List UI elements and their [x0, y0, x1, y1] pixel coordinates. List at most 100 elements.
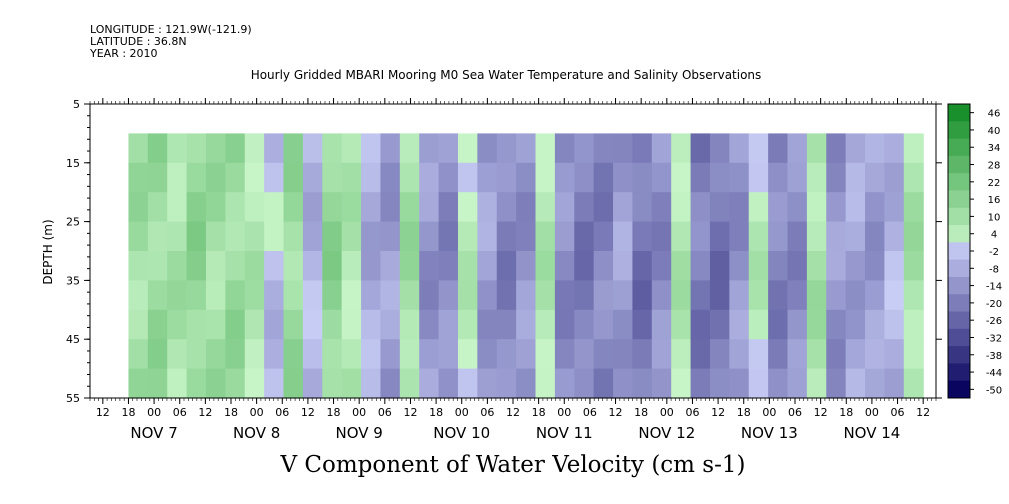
heatmap-cell: [748, 251, 769, 281]
heatmap-cell: [419, 368, 440, 399]
heatmap-cell: [845, 221, 866, 252]
heatmap-cell: [709, 221, 730, 252]
heatmap-cell: [690, 309, 711, 340]
colorbar-label: 28: [988, 161, 1001, 172]
heatmap-cell: [768, 192, 789, 223]
heatmap-cell: [147, 368, 168, 399]
heatmap-cell: [496, 221, 517, 252]
x-hour-label: 12: [96, 406, 110, 419]
heatmap-cell: [419, 221, 440, 252]
heatmap-cell: [671, 280, 692, 311]
colorbar-segment: [948, 155, 970, 174]
heatmap-cell: [147, 251, 168, 281]
heatmap-cell: [787, 368, 808, 399]
x-hour-label: 12: [506, 406, 520, 419]
heatmap-cell: [651, 368, 672, 399]
heatmap-cell: [399, 133, 420, 164]
heatmap-cell: [554, 309, 575, 340]
heatmap-cell: [884, 221, 905, 252]
x-hour-label: 06: [891, 406, 905, 419]
heatmap-cell: [225, 280, 246, 311]
heatmap-cell: [244, 251, 265, 281]
heatmap-cell: [186, 133, 207, 164]
heatmap-cell: [167, 162, 188, 193]
heatmap-cell: [748, 339, 769, 370]
heatmap-cell: [496, 251, 517, 281]
heatmap-cell: [419, 133, 440, 164]
colorbar-label: -44: [986, 368, 1002, 379]
heatmap-cell: [147, 221, 168, 252]
heatmap-cell: [845, 280, 866, 311]
heatmap-cell: [225, 368, 246, 399]
heatmap-cell: [167, 133, 188, 164]
heatmap-cell: [826, 309, 847, 340]
colorbar-segment: [948, 311, 970, 330]
heatmap-cell: [322, 133, 343, 164]
heatmap-cell: [884, 251, 905, 281]
heatmap-cell: [477, 251, 498, 281]
heatmap-cell: [865, 133, 886, 164]
heatmap-cell: [477, 192, 498, 223]
heatmap-cell: [709, 251, 730, 281]
x-hour-label: 00: [660, 406, 674, 419]
heatmap-cell: [651, 192, 672, 223]
heatmap-cell: [826, 251, 847, 281]
heatmap-cell: [709, 309, 730, 340]
heatmap-cell: [167, 221, 188, 252]
heatmap-cell: [244, 309, 265, 340]
heatmap-cell: [225, 162, 246, 193]
heatmap-cell: [593, 221, 614, 252]
heatmap-cell: [205, 192, 226, 223]
y-tick-label: 55: [66, 392, 80, 405]
heatmap-cell: [457, 192, 478, 223]
heatmap-cell: [613, 162, 634, 193]
heatmap-cell: [496, 133, 517, 164]
heatmap-cell: [865, 339, 886, 370]
heatmap-cell: [632, 309, 653, 340]
heatmap-cell: [535, 368, 556, 399]
heatmap-cell: [671, 162, 692, 193]
heatmap-cell: [535, 309, 556, 340]
heatmap-cell: [244, 192, 265, 223]
heatmap-cell: [361, 368, 382, 399]
colorbar-segment: [948, 363, 970, 382]
heatmap-cell: [341, 162, 362, 193]
heatmap-cell: [690, 339, 711, 370]
heatmap-cell: [361, 133, 382, 164]
colorbar-label: 40: [988, 126, 1001, 137]
heatmap-cell: [516, 368, 537, 399]
heatmap-cell: [845, 162, 866, 193]
heatmap-cell: [147, 280, 168, 311]
heatmap-cell: [361, 162, 382, 193]
longitude-label: LONGITUDE : 121.9W(-121.9): [90, 23, 252, 36]
heatmap-cell: [865, 192, 886, 223]
heatmap-cell: [147, 192, 168, 223]
heatmap-cell: [380, 339, 401, 370]
heatmap-cell: [651, 162, 672, 193]
heatmap-cell: [826, 280, 847, 311]
heatmap-cell: [361, 309, 382, 340]
heatmap-cell: [341, 251, 362, 281]
heatmap-cell: [322, 280, 343, 311]
y-axis-label: DEPTH (m): [41, 219, 55, 284]
heatmap-cell: [457, 309, 478, 340]
x-day-label: NOV 10: [433, 424, 490, 442]
heatmap-cell: [903, 280, 924, 311]
x-hour-label: 00: [557, 406, 571, 419]
heatmap-cell: [380, 133, 401, 164]
heatmap-cell: [806, 192, 827, 223]
heatmap-cell: [419, 280, 440, 311]
x-hour-label: 06: [480, 406, 494, 419]
heatmap-cell: [361, 280, 382, 311]
heatmap-cell: [884, 192, 905, 223]
heatmap-cell: [884, 368, 905, 399]
heatmap-cell: [845, 368, 866, 399]
colorbar-segment: [948, 346, 970, 364]
heatmap-cell: [496, 192, 517, 223]
heatmap-cell: [690, 192, 711, 223]
heatmap-cell: [341, 133, 362, 164]
heatmap-cell: [768, 133, 789, 164]
heatmap-cell: [302, 162, 323, 193]
heatmap-cell: [186, 192, 207, 223]
